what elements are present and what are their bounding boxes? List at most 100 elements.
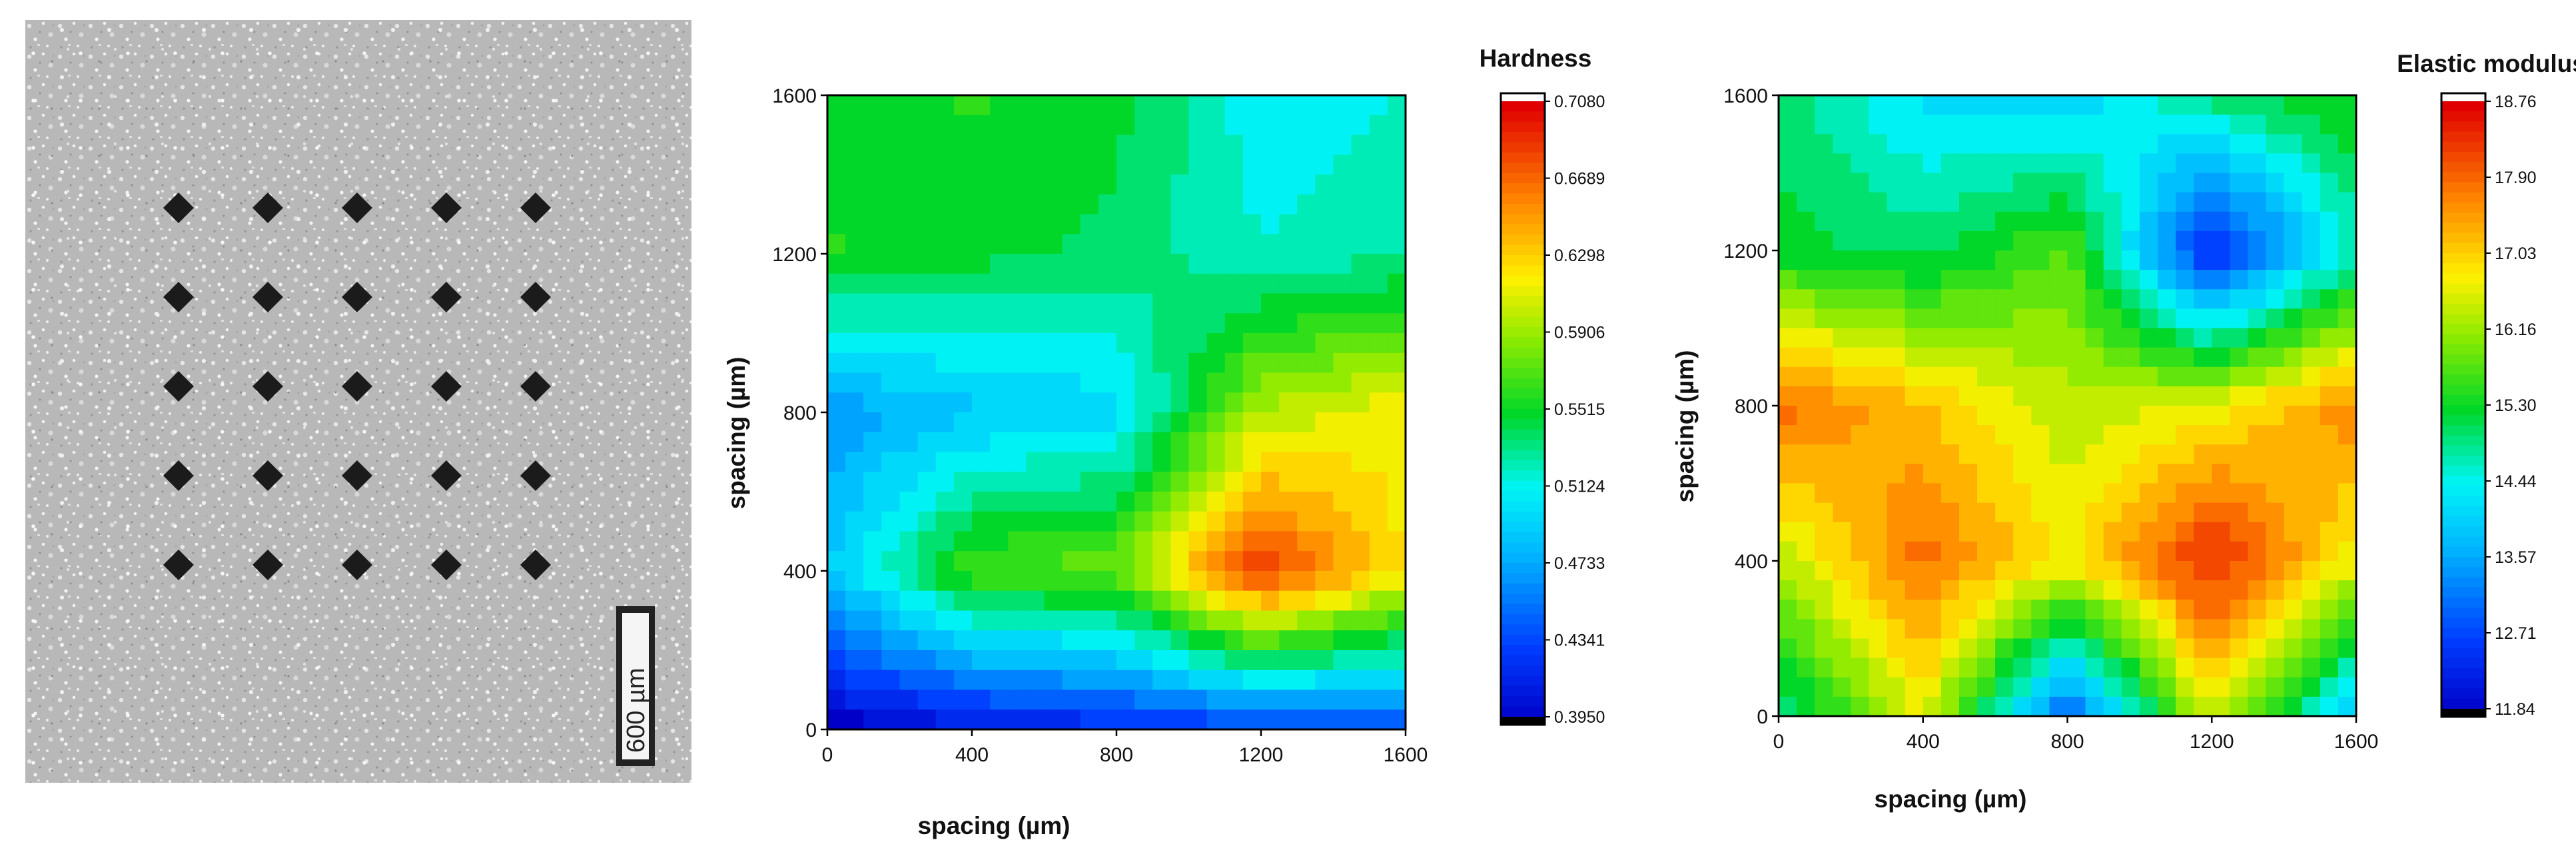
contour-cell bbox=[1044, 511, 1063, 532]
contour-cell bbox=[2338, 366, 2357, 387]
contour-cell bbox=[1779, 657, 1797, 678]
contour-cell bbox=[2176, 406, 2194, 426]
contour-cell bbox=[827, 551, 846, 572]
contour-cell bbox=[917, 175, 937, 195]
contour-cell bbox=[2103, 561, 2122, 581]
contour-cell bbox=[1116, 412, 1135, 433]
contour-cell bbox=[2139, 561, 2158, 581]
contour-cell bbox=[972, 630, 991, 651]
contour-cell bbox=[1851, 192, 1870, 213]
contour-cell bbox=[953, 452, 973, 473]
contour-cell bbox=[1779, 619, 1797, 640]
indent-mark bbox=[342, 193, 372, 223]
contour-cell bbox=[2103, 677, 2122, 697]
contour-cell bbox=[1098, 492, 1117, 512]
contour-cell bbox=[1008, 372, 1027, 394]
contour-cell bbox=[990, 135, 1009, 156]
colorbar-tick-label: 0.4341 bbox=[1554, 632, 1605, 650]
contour-cell bbox=[1797, 425, 1815, 446]
contour-cell bbox=[990, 412, 1009, 433]
contour-cell bbox=[2013, 328, 2032, 348]
contour-cell bbox=[1369, 669, 1388, 691]
contour-cell bbox=[1833, 230, 1852, 251]
indent-mark bbox=[252, 282, 283, 312]
contour-cell bbox=[1815, 638, 1834, 659]
hardness-x-axis-label: spacing (µm) bbox=[918, 812, 1071, 839]
contour-cell bbox=[1261, 313, 1280, 334]
contour-cell bbox=[2248, 95, 2267, 115]
contour-cell bbox=[917, 313, 937, 334]
contour-cell bbox=[1995, 289, 2014, 310]
colorbar-band bbox=[1501, 347, 1545, 358]
contour-cell bbox=[1008, 452, 1027, 473]
contour-cell bbox=[899, 531, 919, 552]
contour-cell bbox=[1026, 689, 1045, 711]
contour-cell bbox=[1026, 551, 1045, 572]
contour-cell bbox=[2230, 270, 2249, 290]
contour-cell bbox=[2121, 619, 2140, 640]
contour-cell bbox=[2230, 328, 2249, 348]
contour-cell bbox=[972, 689, 991, 711]
contour-cell bbox=[899, 472, 919, 492]
contour-cell bbox=[1369, 234, 1388, 254]
contour-cell bbox=[845, 352, 865, 374]
contour-cell bbox=[2049, 347, 2068, 368]
contour-cell bbox=[2284, 153, 2303, 174]
contour-cell bbox=[1080, 333, 1099, 354]
contour-cell bbox=[972, 194, 991, 215]
contour-cell bbox=[1116, 689, 1135, 711]
colorbar-tick-label: 0.6298 bbox=[1554, 246, 1605, 265]
contour-cell bbox=[1869, 522, 1888, 542]
colorbar-band bbox=[2441, 192, 2485, 203]
contour-cell bbox=[1261, 175, 1280, 195]
contour-cell bbox=[2230, 696, 2249, 717]
contour-cell bbox=[917, 571, 937, 592]
contour-cell bbox=[1977, 696, 1996, 717]
contour-cell bbox=[917, 531, 937, 552]
contour-cell bbox=[1815, 366, 1834, 387]
contour-cell bbox=[2338, 347, 2357, 368]
contour-cell bbox=[935, 590, 955, 612]
contour-cell bbox=[1387, 669, 1406, 691]
contour-cell bbox=[1134, 432, 1154, 453]
contour-cell bbox=[1833, 677, 1852, 697]
contour-cell bbox=[845, 630, 865, 651]
contour-cell bbox=[1869, 192, 1888, 213]
contour-cell bbox=[1026, 590, 1045, 612]
contour-cell bbox=[899, 571, 919, 592]
contour-cell bbox=[1958, 696, 1978, 717]
colorbar-band bbox=[1501, 101, 1545, 113]
contour-cell bbox=[2157, 153, 2176, 174]
contour-cell bbox=[1369, 175, 1388, 195]
contour-cell bbox=[2013, 657, 2032, 678]
contour-cell bbox=[2085, 328, 2104, 348]
contour-cell bbox=[2284, 580, 2303, 601]
contour-cell bbox=[2284, 308, 2303, 329]
contour-cell bbox=[1369, 254, 1388, 274]
contour-cell bbox=[1995, 464, 2014, 484]
contour-cell bbox=[1905, 580, 1924, 601]
contour-cell bbox=[2194, 425, 2213, 446]
contour-cell bbox=[1887, 502, 1906, 523]
contour-cell bbox=[1279, 155, 1298, 175]
colorbar-band bbox=[2441, 698, 2485, 709]
contour-cell bbox=[1261, 571, 1280, 592]
contour-cell bbox=[1080, 590, 1099, 612]
contour-cell bbox=[2194, 677, 2213, 697]
colorbar-band bbox=[2441, 162, 2485, 173]
contour-cell bbox=[1815, 406, 1834, 426]
contour-cell bbox=[1995, 115, 2014, 135]
contour-cell bbox=[1923, 464, 1942, 484]
contour-cell bbox=[1958, 134, 1978, 155]
contour-cell bbox=[1815, 677, 1834, 697]
contour-cell bbox=[1261, 590, 1280, 612]
contour-cell bbox=[2248, 561, 2267, 581]
contour-cell bbox=[1008, 115, 1027, 136]
contour-cell bbox=[2013, 153, 2032, 174]
colorbar-tick-label: 0.6689 bbox=[1554, 170, 1605, 189]
contour-cell bbox=[2284, 696, 2303, 717]
contour-cell bbox=[1134, 531, 1154, 552]
contour-cell bbox=[1905, 638, 1924, 659]
contour-cell bbox=[2266, 115, 2285, 135]
